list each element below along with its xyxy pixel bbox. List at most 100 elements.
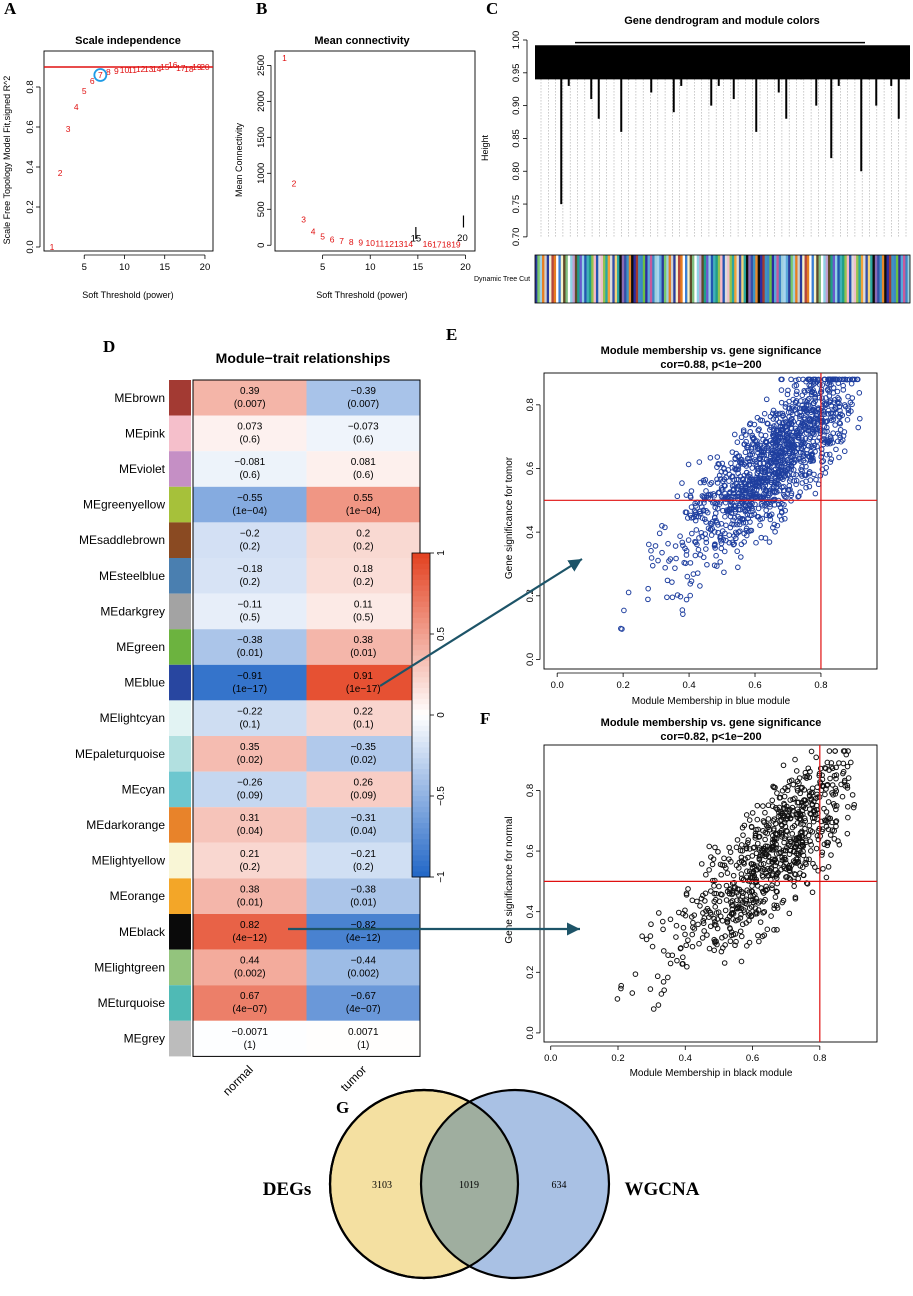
scatter-point <box>703 539 710 546</box>
scatter-point <box>734 837 741 843</box>
heatmap-cell-correlation: −0.39 <box>351 386 377 397</box>
scatter-point <box>707 491 714 498</box>
scatter-point <box>741 539 747 545</box>
heatmap-cell-correlation: 0.55 <box>354 493 374 504</box>
scatter-point <box>780 476 786 483</box>
scatter-point <box>688 488 695 494</box>
scatter-point <box>833 410 839 416</box>
panel-c-module-color-strip <box>771 255 775 303</box>
scatter-point <box>737 515 743 522</box>
scatter-point <box>747 458 753 465</box>
scatter-point <box>812 408 819 415</box>
scatter-point <box>811 471 817 478</box>
scatter-point <box>749 448 755 455</box>
scatter-point <box>750 868 757 875</box>
heatmap-cell-correlation: −0.2 <box>240 528 260 539</box>
heatmap-cell <box>306 558 420 594</box>
scatter-point <box>772 528 778 535</box>
panel-c-module-color-strip <box>666 255 669 303</box>
heatmap-cell-pvalue: (0.6) <box>353 470 374 481</box>
panel-a-point-label: 18 <box>184 64 194 74</box>
scatter-point <box>774 448 781 455</box>
scatter-point <box>771 423 777 429</box>
heatmap-cell <box>306 807 420 843</box>
scatter-point <box>800 842 806 849</box>
scatter-point <box>770 783 776 790</box>
scatter-point <box>727 849 734 855</box>
scatter-point <box>788 463 795 470</box>
venn-outline-degs <box>328 1088 520 1280</box>
scatter-point <box>849 376 856 383</box>
heatmap-cell <box>306 700 420 736</box>
scatter-point <box>817 381 823 388</box>
scatter-point <box>833 818 840 824</box>
scatter-point <box>788 416 794 423</box>
panel-c-y-tick-label: 0.75 <box>511 195 522 214</box>
scatter-point <box>808 842 814 848</box>
scatter-point <box>746 455 752 462</box>
scatter-point <box>738 911 744 918</box>
panel-f-title: Module membership vs. gene significance <box>601 717 822 729</box>
panel-c-module-color-strip <box>907 255 911 303</box>
scatter-point <box>784 391 791 398</box>
panel-c-module-color-strip <box>755 255 758 303</box>
scatter-point <box>743 874 750 880</box>
panel-c-module-color-strip <box>579 255 583 303</box>
scatter-point <box>655 910 662 916</box>
heatmap-cell-pvalue: (0.002) <box>234 969 266 980</box>
scatter-point <box>672 543 679 549</box>
scatter-point <box>757 496 764 502</box>
scatter-point <box>793 477 800 484</box>
scatter-point <box>774 905 781 911</box>
scatter-point <box>762 482 769 489</box>
scatter-point <box>683 596 690 603</box>
scatter-point <box>769 473 775 479</box>
color-scale-step <box>412 736 430 743</box>
scatter-point <box>770 524 776 531</box>
panel-a-ylabel: Scale Free Topology Model Fit,signed R^2 <box>2 76 12 245</box>
scatter-point <box>726 478 732 484</box>
scatter-point <box>755 482 761 489</box>
heatmap-row-label: MEgrey <box>124 1032 165 1046</box>
scatter-point <box>723 522 729 529</box>
scatter-point <box>826 451 833 458</box>
heatmap-cell-correlation: 0.31 <box>240 813 260 824</box>
scatter-point <box>677 593 684 600</box>
scatter-point <box>747 527 753 534</box>
scatter-point <box>769 872 776 879</box>
scatter-point <box>748 823 755 830</box>
scatter-point <box>828 402 835 409</box>
scatter-point <box>771 521 778 528</box>
heatmap-cell <box>306 593 420 630</box>
scatter-point <box>688 514 695 521</box>
scatter-point <box>789 449 796 456</box>
panel-c-module-color-strip <box>663 255 667 303</box>
scatter-point <box>841 777 848 784</box>
color-scale-step <box>412 720 430 727</box>
scatter-point <box>709 861 716 868</box>
panel-c-module-color-strip <box>774 255 777 303</box>
y-tick-label: 0.8 <box>525 784 536 797</box>
panel-c-ylabel: Height <box>480 134 490 161</box>
scatter-point <box>696 940 702 947</box>
panel-c-module-color-strip <box>708 255 712 303</box>
heatmap-cell-pvalue: (0.6) <box>239 470 260 481</box>
scatter-point <box>838 781 844 788</box>
scatter-point <box>746 503 753 509</box>
scatter-point <box>712 545 718 551</box>
venn-intersection-count: 1019 <box>459 1180 479 1191</box>
scatter-point <box>759 417 766 424</box>
panel-c-module-color-strip <box>551 255 555 303</box>
y-tick-label: 0.4 <box>525 905 536 918</box>
scatter-point <box>755 505 762 512</box>
color-scale-step <box>412 704 430 711</box>
scatter-point <box>700 508 707 514</box>
scatter-point <box>788 838 794 845</box>
scatter-point <box>763 883 769 890</box>
scatter-point <box>799 839 806 846</box>
panel-f-black-module-scatter: Module membership vs. gene significance … <box>504 717 878 1079</box>
scatter-point <box>776 809 782 816</box>
scatter-point <box>731 431 738 438</box>
panel-c-module-color-strip <box>881 255 885 303</box>
scatter-point <box>756 938 762 945</box>
